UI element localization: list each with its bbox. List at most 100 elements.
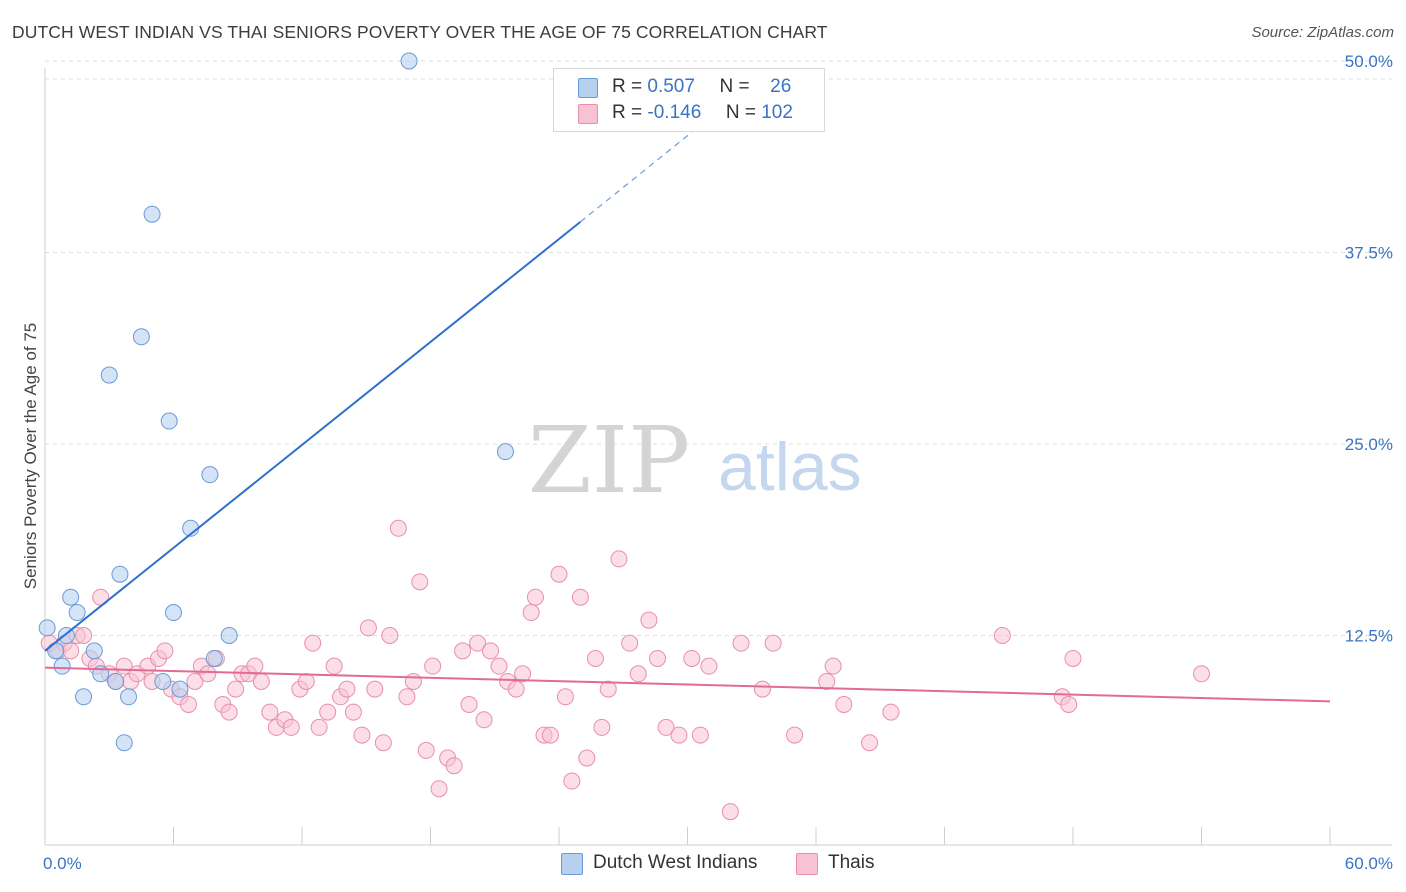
thai-point <box>818 672 836 690</box>
thai-point <box>514 665 532 683</box>
legend-n-label: N = <box>719 76 750 97</box>
thai-point <box>683 649 701 667</box>
dutch-point <box>100 366 118 384</box>
thai-point <box>599 680 617 698</box>
legend-swatch-blue <box>578 78 598 98</box>
thai-point <box>374 734 392 752</box>
thai-point <box>481 642 499 660</box>
thai-point <box>670 726 688 744</box>
thai-point <box>526 588 544 606</box>
legend: R = 0.507 N = 26 R = -0.146 N = 102 <box>553 68 825 132</box>
dutch-point <box>496 443 514 461</box>
y-tick-label: 37.5% <box>1345 244 1393 263</box>
thai-point <box>359 619 377 637</box>
dutch-point <box>107 672 125 690</box>
thai-point <box>550 565 568 583</box>
thai-point <box>304 634 322 652</box>
bottom-legend-label-dutch: Dutch West Indians <box>593 852 758 873</box>
thai-point <box>424 657 442 675</box>
thai-point <box>252 672 270 690</box>
dutch-point <box>205 649 223 667</box>
thai-point <box>156 642 174 660</box>
thai-point <box>246 657 264 675</box>
trend-lines <box>44 83 1331 703</box>
grid-lines <box>45 60 1392 636</box>
thai-point <box>541 726 559 744</box>
thai-point <box>469 634 487 652</box>
dutch-point <box>115 734 133 752</box>
thai-point <box>445 757 463 775</box>
dutch-point <box>68 604 86 622</box>
thai-point <box>507 680 525 698</box>
thai-point <box>657 718 675 736</box>
thai-point <box>310 718 328 736</box>
dutch-point <box>53 657 71 675</box>
dutch-point <box>85 642 103 660</box>
thai-point <box>721 803 739 821</box>
x-tick-label: 60.0% <box>1345 854 1393 873</box>
legend-n-value: 102 <box>761 102 793 123</box>
legend-n-value: 26 <box>770 76 792 97</box>
dutch-point <box>47 642 65 660</box>
thai-point <box>404 672 422 690</box>
watermark-atlas: atlas <box>718 429 862 505</box>
thai-point <box>732 634 750 652</box>
thai-point <box>993 627 1011 644</box>
thai-trend-line <box>44 666 1331 703</box>
x-tick-label: 0.0% <box>43 854 82 873</box>
thai-point <box>764 634 782 652</box>
dutch-point <box>201 466 219 484</box>
dutch-point <box>165 604 182 622</box>
thai-point <box>621 634 639 652</box>
legend-swatch-pink <box>578 104 598 124</box>
thai-point <box>460 695 478 713</box>
y-axis-label: Seniors Poverty Over the Age of 75 <box>21 323 40 589</box>
thai-point <box>319 703 337 721</box>
thai-point <box>366 680 384 698</box>
thai-point <box>691 726 709 744</box>
thai-point <box>824 657 842 675</box>
thai-point <box>649 649 667 667</box>
legend-r-label: R = <box>612 76 643 97</box>
thai-point <box>430 780 448 798</box>
dutch-point <box>38 619 56 637</box>
dutch-point <box>400 52 418 70</box>
bottom-legend-label-thai: Thais <box>828 852 875 873</box>
thai-point <box>381 627 399 644</box>
thai-point <box>227 680 245 698</box>
thai-point <box>282 718 300 736</box>
thai-point <box>353 726 371 744</box>
dutch-point <box>143 205 161 223</box>
thai-point <box>490 657 508 675</box>
thai-point <box>338 680 356 698</box>
thai-point <box>586 649 604 667</box>
thai-point <box>522 604 540 622</box>
thai-point <box>1064 649 1082 667</box>
thai-point <box>882 703 900 721</box>
thai-point <box>556 688 574 706</box>
dutch-trend-extension <box>580 83 753 223</box>
thai-point <box>389 519 407 537</box>
thai-point <box>861 734 879 752</box>
legend-r-value: 0.507 <box>647 76 695 97</box>
thai-point <box>199 665 217 683</box>
thai-point <box>417 741 435 759</box>
thai-point <box>835 695 853 713</box>
dutch-point <box>75 688 93 706</box>
thai-point <box>411 573 429 591</box>
thai-point <box>261 703 279 721</box>
thai-point <box>75 627 93 644</box>
legend-r-label: R = <box>612 102 643 123</box>
chart-title: DUTCH WEST INDIAN VS THAI SENIORS POVERT… <box>12 22 828 42</box>
source-label: Source: ZipAtlas.com <box>1251 24 1394 41</box>
bottom-legend-swatch-blue <box>561 853 583 875</box>
thai-point <box>700 657 718 675</box>
watermark-zip: ZIP <box>528 407 690 514</box>
thai-point <box>454 642 472 660</box>
dutch-trend-line <box>44 221 582 652</box>
dutch-point <box>160 412 178 430</box>
thai-point <box>593 718 611 736</box>
thai-point <box>563 772 581 790</box>
thai-point <box>179 695 197 713</box>
